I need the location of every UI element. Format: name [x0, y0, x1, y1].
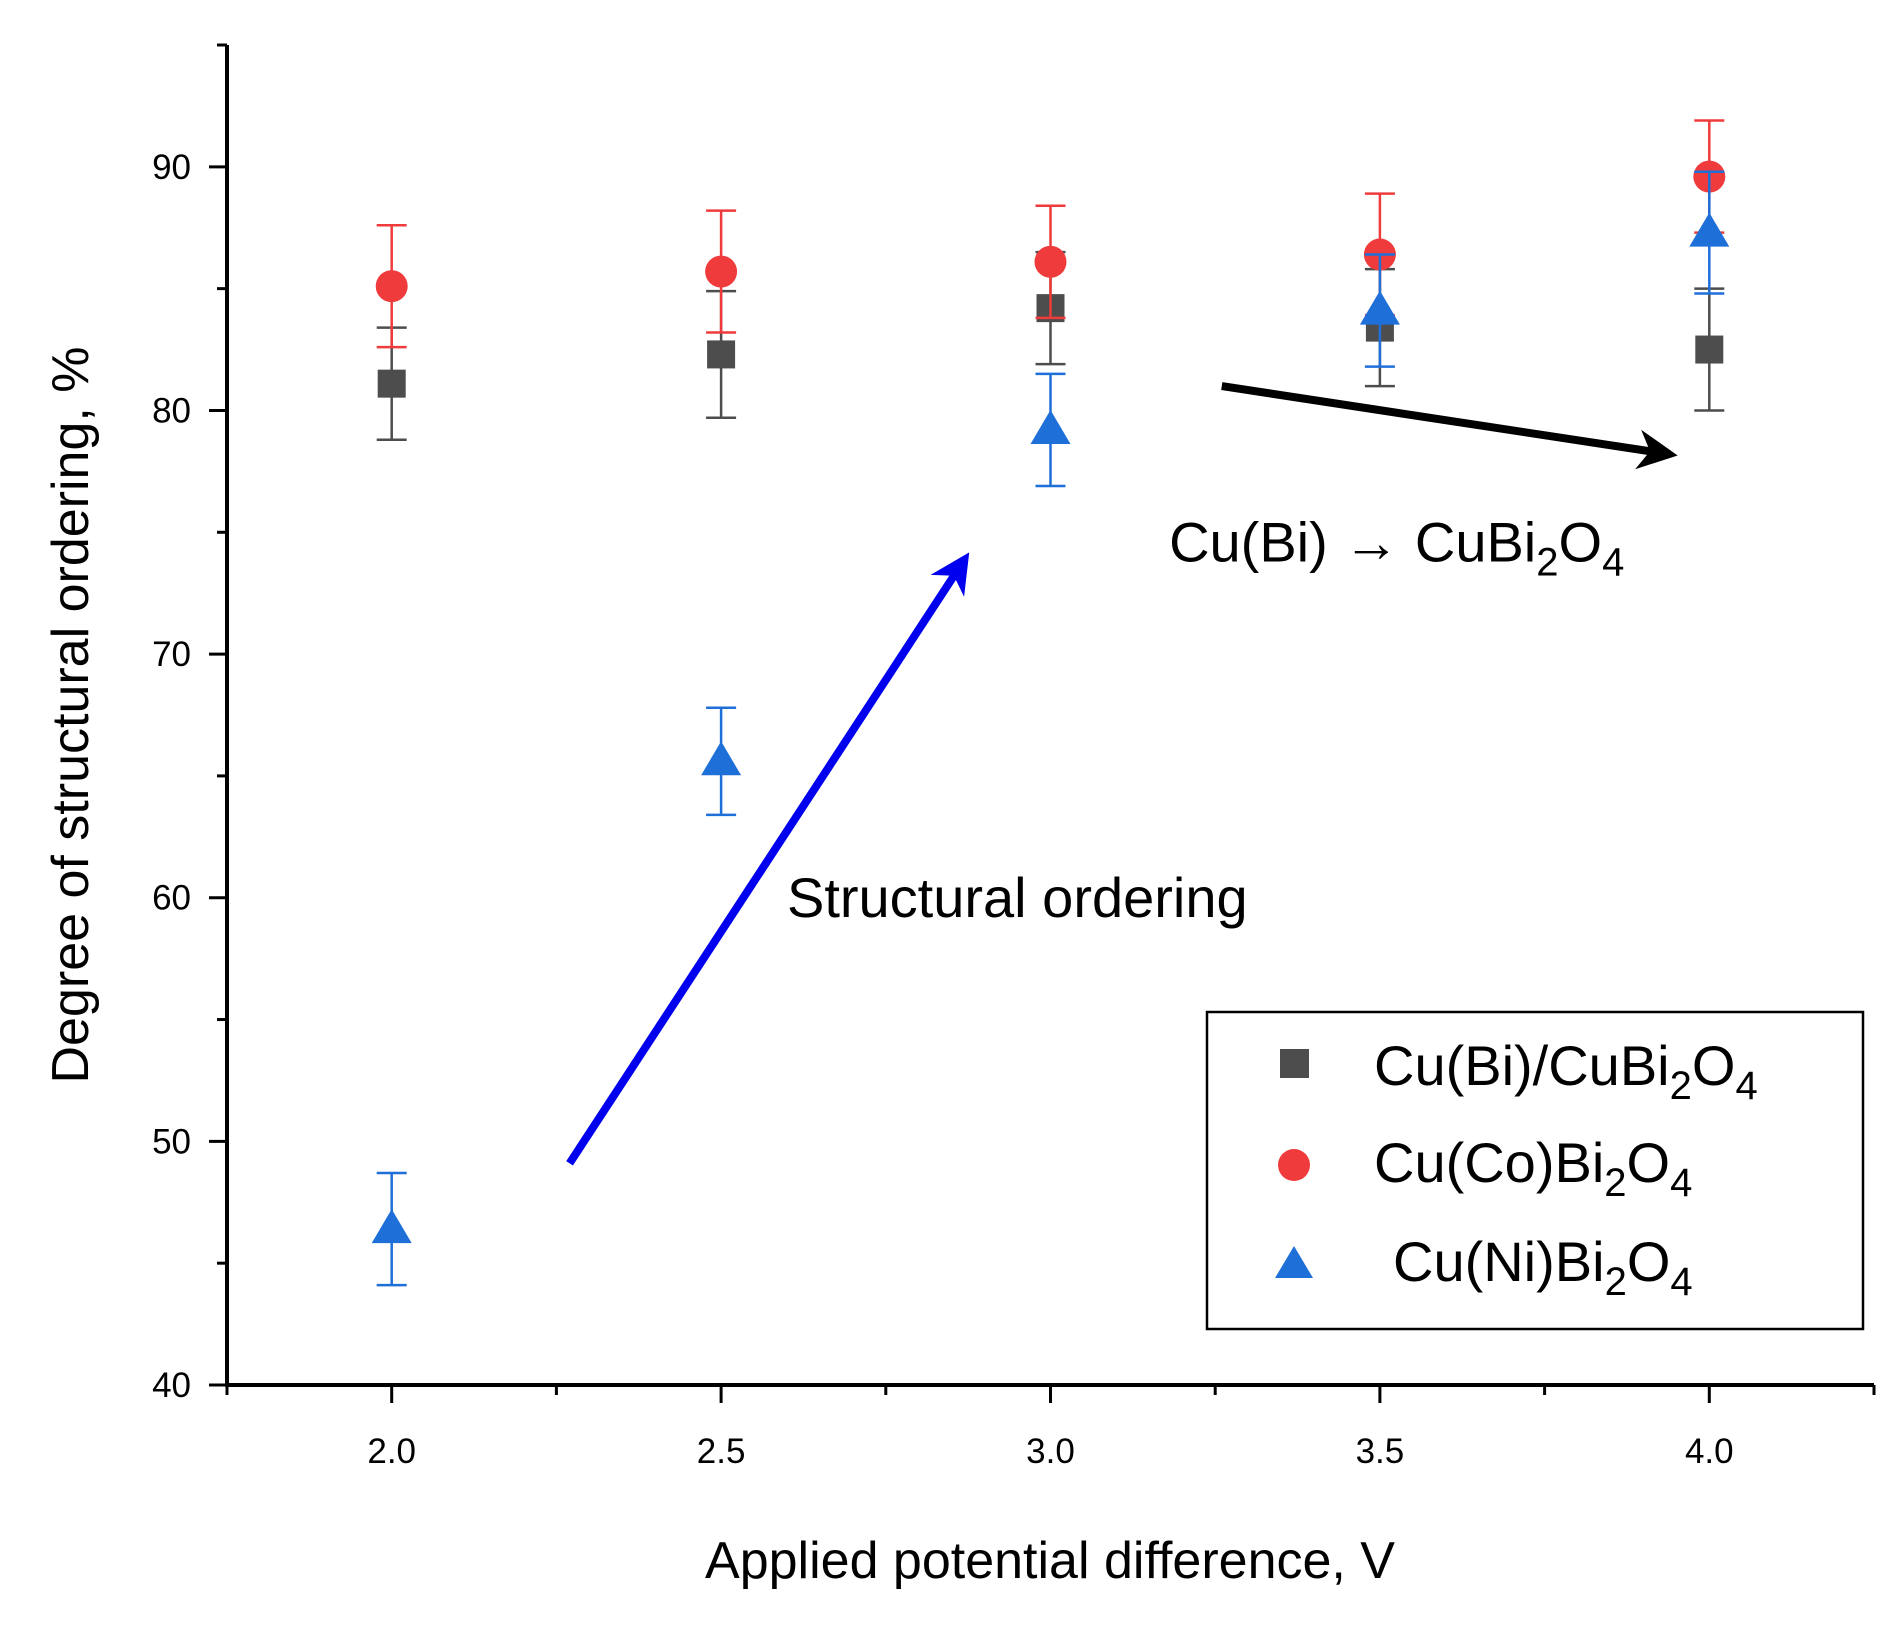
y-tick-label: 50	[152, 1122, 191, 1161]
data-point-circle	[705, 255, 738, 288]
structural-ordering-arrow	[566, 552, 970, 1166]
phase-transition-arrow	[1221, 382, 1678, 470]
legend-label-cu-ni-sub1: 2	[1605, 1260, 1627, 1304]
y-tick-label: 70	[152, 635, 191, 674]
x-ticks: 2.0 2.5 3.0 3.5 4.0	[225, 1385, 1876, 1471]
legend-label-cu-bi: Cu(Bi)/CuBi2O4	[1374, 1034, 1758, 1108]
phase-transition-label-sub1: 2	[1536, 541, 1558, 585]
legend-circle-marker	[1278, 1149, 1310, 1181]
data-point-square	[1695, 335, 1724, 364]
data-point-triangle	[701, 741, 742, 776]
legend-box	[1205, 1010, 1865, 1331]
x-tick-label: 2.0	[367, 1432, 416, 1471]
legend-label-cu-co-sub2: 4	[1670, 1161, 1692, 1205]
y-axis-title: Degree of structural ordering, %	[42, 346, 100, 1083]
y-tick-label: 80	[152, 391, 191, 430]
data-point-triangle	[1030, 409, 1071, 444]
data-point-triangle	[1359, 290, 1400, 325]
x-axis-title: Applied potential difference, V	[705, 1532, 1395, 1590]
legend-label-cu-co-mid: O	[1627, 1131, 1671, 1194]
x-tick-label: 3.0	[1026, 1432, 1075, 1471]
x-tick-label: 2.5	[697, 1432, 746, 1471]
data-point-square	[707, 340, 736, 369]
legend-label-cu-bi-sub1: 2	[1670, 1064, 1692, 1108]
phase-transition-label: Cu(Bi) → CuBi2O4	[1169, 511, 1624, 585]
legend: Cu(Bi)/CuBi2O4 Cu(Co)Bi2O4 Cu(Ni)Bi2O4	[1205, 1010, 1865, 1331]
legend-triangle-marker	[1275, 1246, 1313, 1278]
legend-label-cu-ni-sub2: 4	[1670, 1260, 1692, 1304]
y-ticks: 40 50 60 70 80 90	[152, 43, 227, 1405]
phase-transition-label-mid: O	[1559, 511, 1603, 574]
legend-entry-cu-co: Cu(Co)Bi2O4	[1278, 1131, 1692, 1205]
data-point-triangle	[1689, 212, 1730, 247]
legend-entry-cu-ni: Cu(Ni)Bi2O4	[1275, 1230, 1693, 1304]
x-tick-label: 4.0	[1685, 1432, 1734, 1471]
series-triangle	[371, 170, 1730, 1287]
legend-entry-cu-bi: Cu(Bi)/CuBi2O4	[1280, 1034, 1758, 1108]
x-tick-label: 3.5	[1356, 1432, 1405, 1471]
series-layer	[371, 119, 1730, 1287]
data-point-triangle	[371, 1209, 412, 1244]
phase-transition-label-sub2: 4	[1602, 541, 1624, 585]
legend-label-cu-bi-sub2: 4	[1735, 1064, 1757, 1108]
legend-label-cu-co-sub1: 2	[1604, 1161, 1626, 1205]
legend-label-cu-ni-main: Cu(Ni)Bi	[1393, 1230, 1605, 1293]
y-tick-label: 60	[152, 879, 191, 918]
legend-label-cu-co: Cu(Co)Bi2O4	[1374, 1131, 1692, 1205]
legend-label-cu-ni-mid: O	[1627, 1230, 1671, 1293]
data-point-circle	[1034, 245, 1067, 278]
data-point-circle	[375, 270, 408, 303]
series-circle	[375, 119, 1726, 349]
data-point-square	[377, 369, 406, 398]
legend-square-marker	[1280, 1049, 1309, 1078]
legend-label-cu-ni: Cu(Ni)Bi2O4	[1393, 1230, 1693, 1304]
legend-label-cu-co-main: Cu(Co)Bi	[1374, 1131, 1604, 1194]
legend-label-cu-bi-mid: O	[1692, 1034, 1736, 1097]
legend-label-cu-bi-main: Cu(Bi)/CuBi	[1374, 1034, 1670, 1097]
y-tick-label: 40	[152, 1366, 191, 1405]
phase-transition-label-main: Cu(Bi) → CuBi	[1169, 511, 1536, 574]
structural-ordering-label: Structural ordering	[787, 866, 1248, 929]
y-tick-label: 90	[152, 148, 191, 187]
